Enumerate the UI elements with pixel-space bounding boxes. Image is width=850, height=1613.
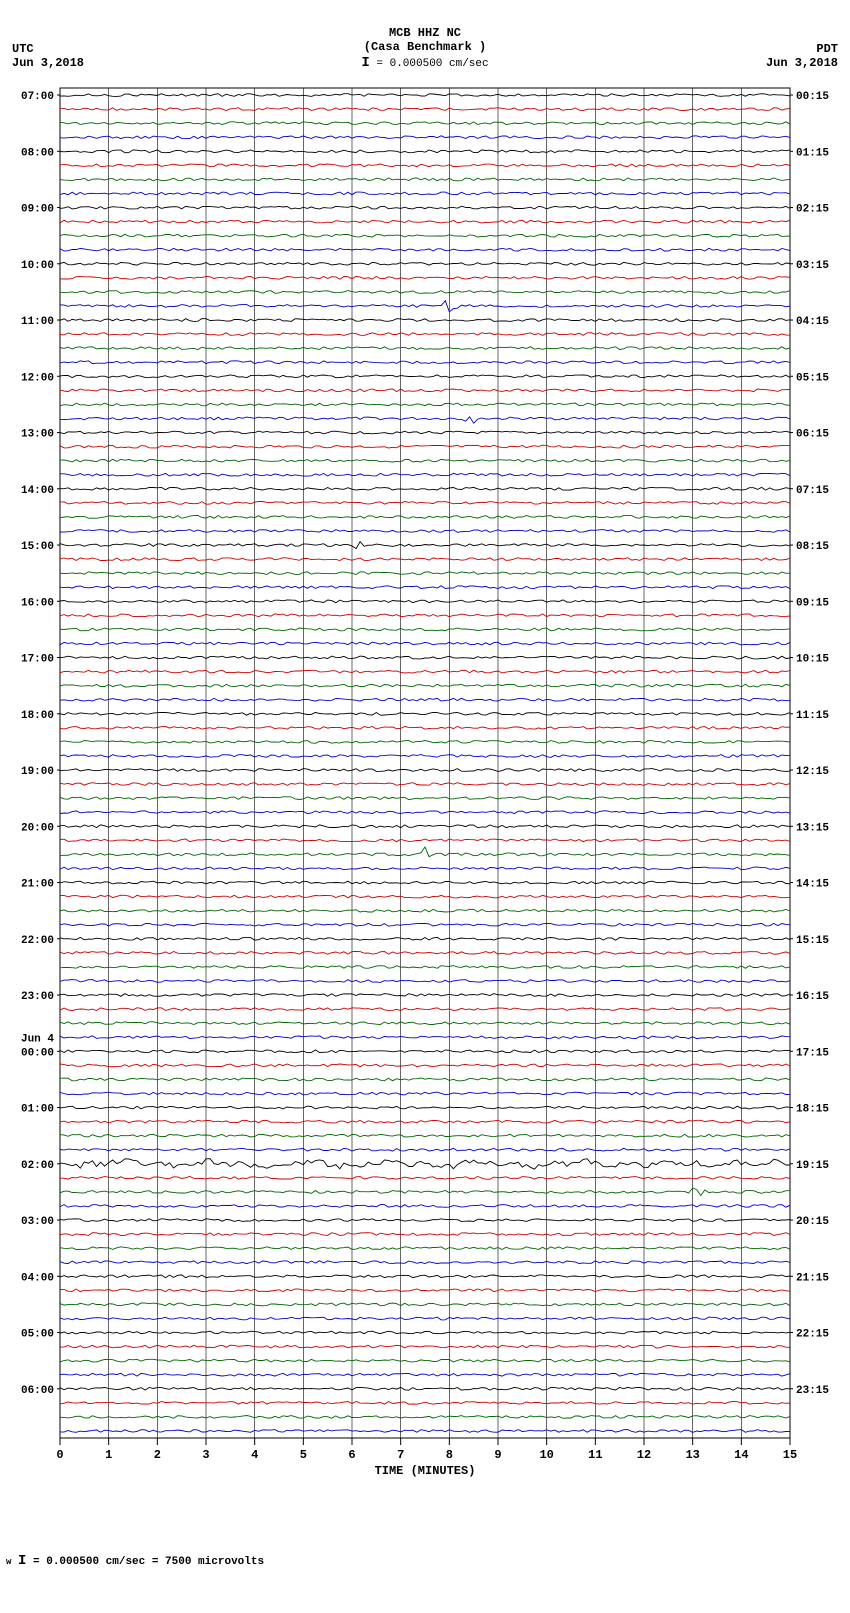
svg-text:16:00: 16:00 [21, 597, 54, 609]
svg-text:11:15: 11:15 [796, 710, 829, 722]
svg-text:06:15: 06:15 [796, 429, 829, 441]
footer-prefix: w [6, 1557, 11, 1567]
svg-text:12:00: 12:00 [21, 372, 54, 384]
svg-text:07:15: 07:15 [796, 485, 829, 497]
svg-text:9: 9 [494, 1448, 501, 1462]
svg-text:15: 15 [783, 1448, 797, 1462]
svg-text:12:15: 12:15 [796, 766, 829, 778]
svg-text:02:15: 02:15 [796, 204, 829, 216]
svg-text:6: 6 [348, 1448, 355, 1462]
svg-text:TIME (MINUTES): TIME (MINUTES) [375, 1464, 476, 1478]
svg-text:7: 7 [397, 1448, 404, 1462]
svg-text:08:15: 08:15 [796, 541, 829, 553]
svg-text:14: 14 [734, 1448, 748, 1462]
svg-text:23:00: 23:00 [21, 991, 54, 1003]
svg-text:00:00: 00:00 [21, 1047, 54, 1059]
svg-text:10:15: 10:15 [796, 654, 829, 666]
svg-text:17:00: 17:00 [21, 654, 54, 666]
svg-text:13:15: 13:15 [796, 822, 829, 834]
svg-text:14:00: 14:00 [21, 485, 54, 497]
svg-text:4: 4 [251, 1448, 258, 1462]
scale-bar-icon: I [18, 1553, 26, 1569]
svg-text:Jun 4: Jun 4 [21, 1033, 54, 1045]
svg-text:22:15: 22:15 [796, 1329, 829, 1341]
svg-text:13: 13 [685, 1448, 699, 1462]
svg-text:01:00: 01:00 [21, 1104, 54, 1116]
svg-text:3: 3 [202, 1448, 209, 1462]
svg-text:09:15: 09:15 [796, 597, 829, 609]
svg-text:13:00: 13:00 [21, 429, 54, 441]
svg-text:19:00: 19:00 [21, 766, 54, 778]
svg-text:14:15: 14:15 [796, 879, 829, 891]
svg-text:22:00: 22:00 [21, 935, 54, 947]
svg-text:20:15: 20:15 [796, 1216, 829, 1228]
svg-text:15:15: 15:15 [796, 935, 829, 947]
svg-text:12: 12 [637, 1448, 651, 1462]
svg-text:01:15: 01:15 [796, 147, 829, 159]
svg-text:02:00: 02:00 [21, 1160, 54, 1172]
svg-text:11: 11 [588, 1448, 602, 1462]
helicorder-plot: 0123456789101112131415TIME (MINUTES)07:0… [0, 0, 850, 1560]
svg-text:2: 2 [154, 1448, 161, 1462]
svg-text:04:00: 04:00 [21, 1272, 54, 1284]
svg-text:03:00: 03:00 [21, 1216, 54, 1228]
svg-text:11:00: 11:00 [21, 316, 54, 328]
svg-text:07:00: 07:00 [21, 91, 54, 103]
svg-text:5: 5 [300, 1448, 307, 1462]
svg-text:10:00: 10:00 [21, 260, 54, 272]
svg-text:0: 0 [56, 1448, 63, 1462]
svg-text:04:15: 04:15 [796, 316, 829, 328]
svg-text:05:00: 05:00 [21, 1329, 54, 1341]
svg-text:15:00: 15:00 [21, 541, 54, 553]
svg-text:21:15: 21:15 [796, 1272, 829, 1284]
svg-text:19:15: 19:15 [796, 1160, 829, 1172]
svg-text:18:00: 18:00 [21, 710, 54, 722]
svg-text:09:00: 09:00 [21, 204, 54, 216]
svg-text:17:15: 17:15 [796, 1047, 829, 1059]
svg-text:21:00: 21:00 [21, 879, 54, 891]
svg-text:16:15: 16:15 [796, 991, 829, 1003]
svg-text:1: 1 [105, 1448, 112, 1462]
svg-text:20:00: 20:00 [21, 822, 54, 834]
svg-text:03:15: 03:15 [796, 260, 829, 272]
svg-text:05:15: 05:15 [796, 372, 829, 384]
footer-scale: w I = 0.000500 cm/sec = 7500 microvolts [6, 1553, 264, 1569]
svg-text:10: 10 [539, 1448, 553, 1462]
svg-text:8: 8 [446, 1448, 453, 1462]
svg-text:23:15: 23:15 [796, 1385, 829, 1397]
svg-text:08:00: 08:00 [21, 147, 54, 159]
svg-text:06:00: 06:00 [21, 1385, 54, 1397]
svg-text:18:15: 18:15 [796, 1104, 829, 1116]
svg-text:00:15: 00:15 [796, 91, 829, 103]
